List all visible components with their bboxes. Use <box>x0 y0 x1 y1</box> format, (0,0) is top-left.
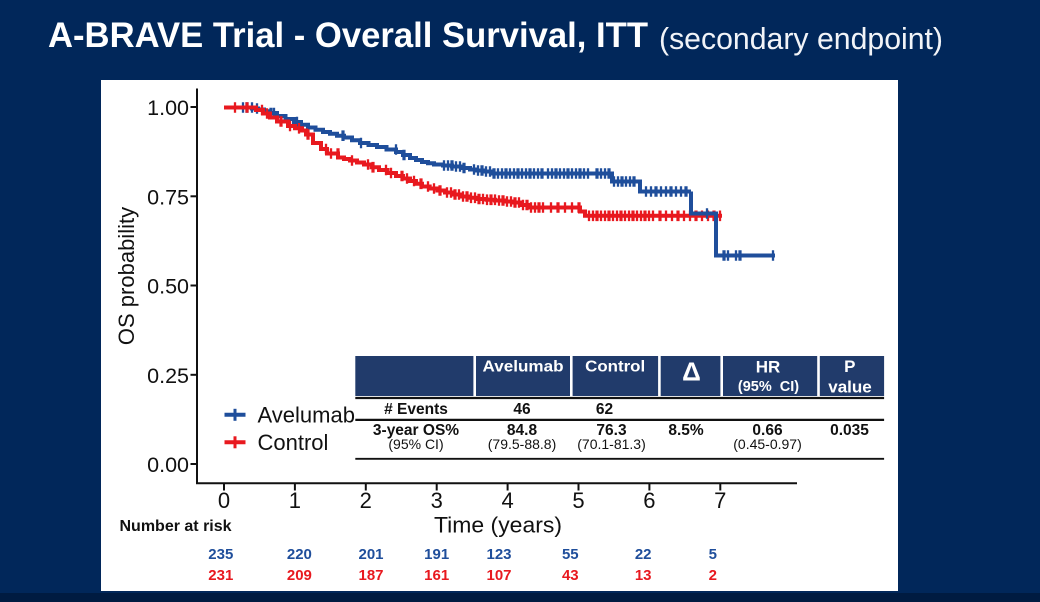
svg-text:7: 7 <box>714 488 726 513</box>
svg-text:4: 4 <box>501 488 513 513</box>
svg-text:107: 107 <box>486 567 511 584</box>
svg-text:(0.45-0.97): (0.45-0.97) <box>733 436 801 452</box>
svg-text:13: 13 <box>635 567 652 584</box>
svg-text:43: 43 <box>562 567 579 584</box>
svg-text:0.25: 0.25 <box>147 364 189 388</box>
svg-text:220: 220 <box>287 546 312 563</box>
svg-text:0.035: 0.035 <box>830 422 869 439</box>
svg-text:76.3: 76.3 <box>596 422 627 439</box>
svg-text:201: 201 <box>358 546 383 563</box>
svg-text:5: 5 <box>572 488 584 513</box>
svg-text:Control: Control <box>258 430 329 455</box>
svg-text:OS probability: OS probability <box>114 207 139 345</box>
svg-text:5: 5 <box>709 546 717 563</box>
svg-text:161: 161 <box>424 567 449 584</box>
svg-text:(79.5-88.8): (79.5-88.8) <box>488 436 556 452</box>
svg-text:Avelumab: Avelumab <box>258 402 355 427</box>
svg-text:# Events: # Events <box>384 401 448 418</box>
svg-text:(95% CI): (95% CI) <box>738 379 799 395</box>
svg-text:123: 123 <box>486 546 511 563</box>
svg-text:0.00: 0.00 <box>147 453 189 477</box>
svg-text:8.5%: 8.5% <box>668 422 704 439</box>
svg-text:Δ: Δ <box>682 357 701 387</box>
svg-text:HR: HR <box>756 358 781 377</box>
svg-text:Avelumab: Avelumab <box>483 359 564 376</box>
svg-text:191: 191 <box>424 546 449 563</box>
svg-text:2: 2 <box>360 488 372 513</box>
svg-text:46: 46 <box>513 401 531 418</box>
svg-text:P: P <box>844 357 855 376</box>
svg-text:1: 1 <box>289 488 301 513</box>
svg-text:(95% CI): (95% CI) <box>388 436 443 452</box>
svg-text:(70.1-81.3): (70.1-81.3) <box>577 436 645 452</box>
svg-text:0.50: 0.50 <box>147 275 189 299</box>
svg-text:3-year OS%: 3-year OS% <box>373 422 459 439</box>
svg-text:A-BRAVE Trial - Overall Surviv: A-BRAVE Trial - Overall Survival, ITT <box>48 16 648 55</box>
svg-text:3: 3 <box>431 488 443 513</box>
svg-text:Number at risk: Number at risk <box>120 518 232 535</box>
svg-text:231: 231 <box>208 567 233 584</box>
svg-text:(secondary endpoint): (secondary endpoint) <box>659 21 943 56</box>
svg-text:0: 0 <box>218 488 230 513</box>
svg-text:62: 62 <box>596 401 613 418</box>
svg-text:Time (years): Time (years) <box>434 513 562 538</box>
svg-text:209: 209 <box>287 567 312 584</box>
svg-text:value: value <box>828 377 871 396</box>
svg-text:0.75: 0.75 <box>147 185 189 209</box>
svg-text:Control: Control <box>585 359 645 376</box>
svg-text:22: 22 <box>635 546 652 563</box>
svg-text:187: 187 <box>358 567 383 584</box>
svg-text:6: 6 <box>643 488 655 513</box>
svg-text:235: 235 <box>208 546 233 563</box>
svg-text:2: 2 <box>709 567 717 584</box>
svg-text:1.00: 1.00 <box>147 96 189 120</box>
svg-text:55: 55 <box>562 546 579 563</box>
svg-text:84.8: 84.8 <box>507 422 538 439</box>
svg-text:0.66: 0.66 <box>752 422 783 439</box>
